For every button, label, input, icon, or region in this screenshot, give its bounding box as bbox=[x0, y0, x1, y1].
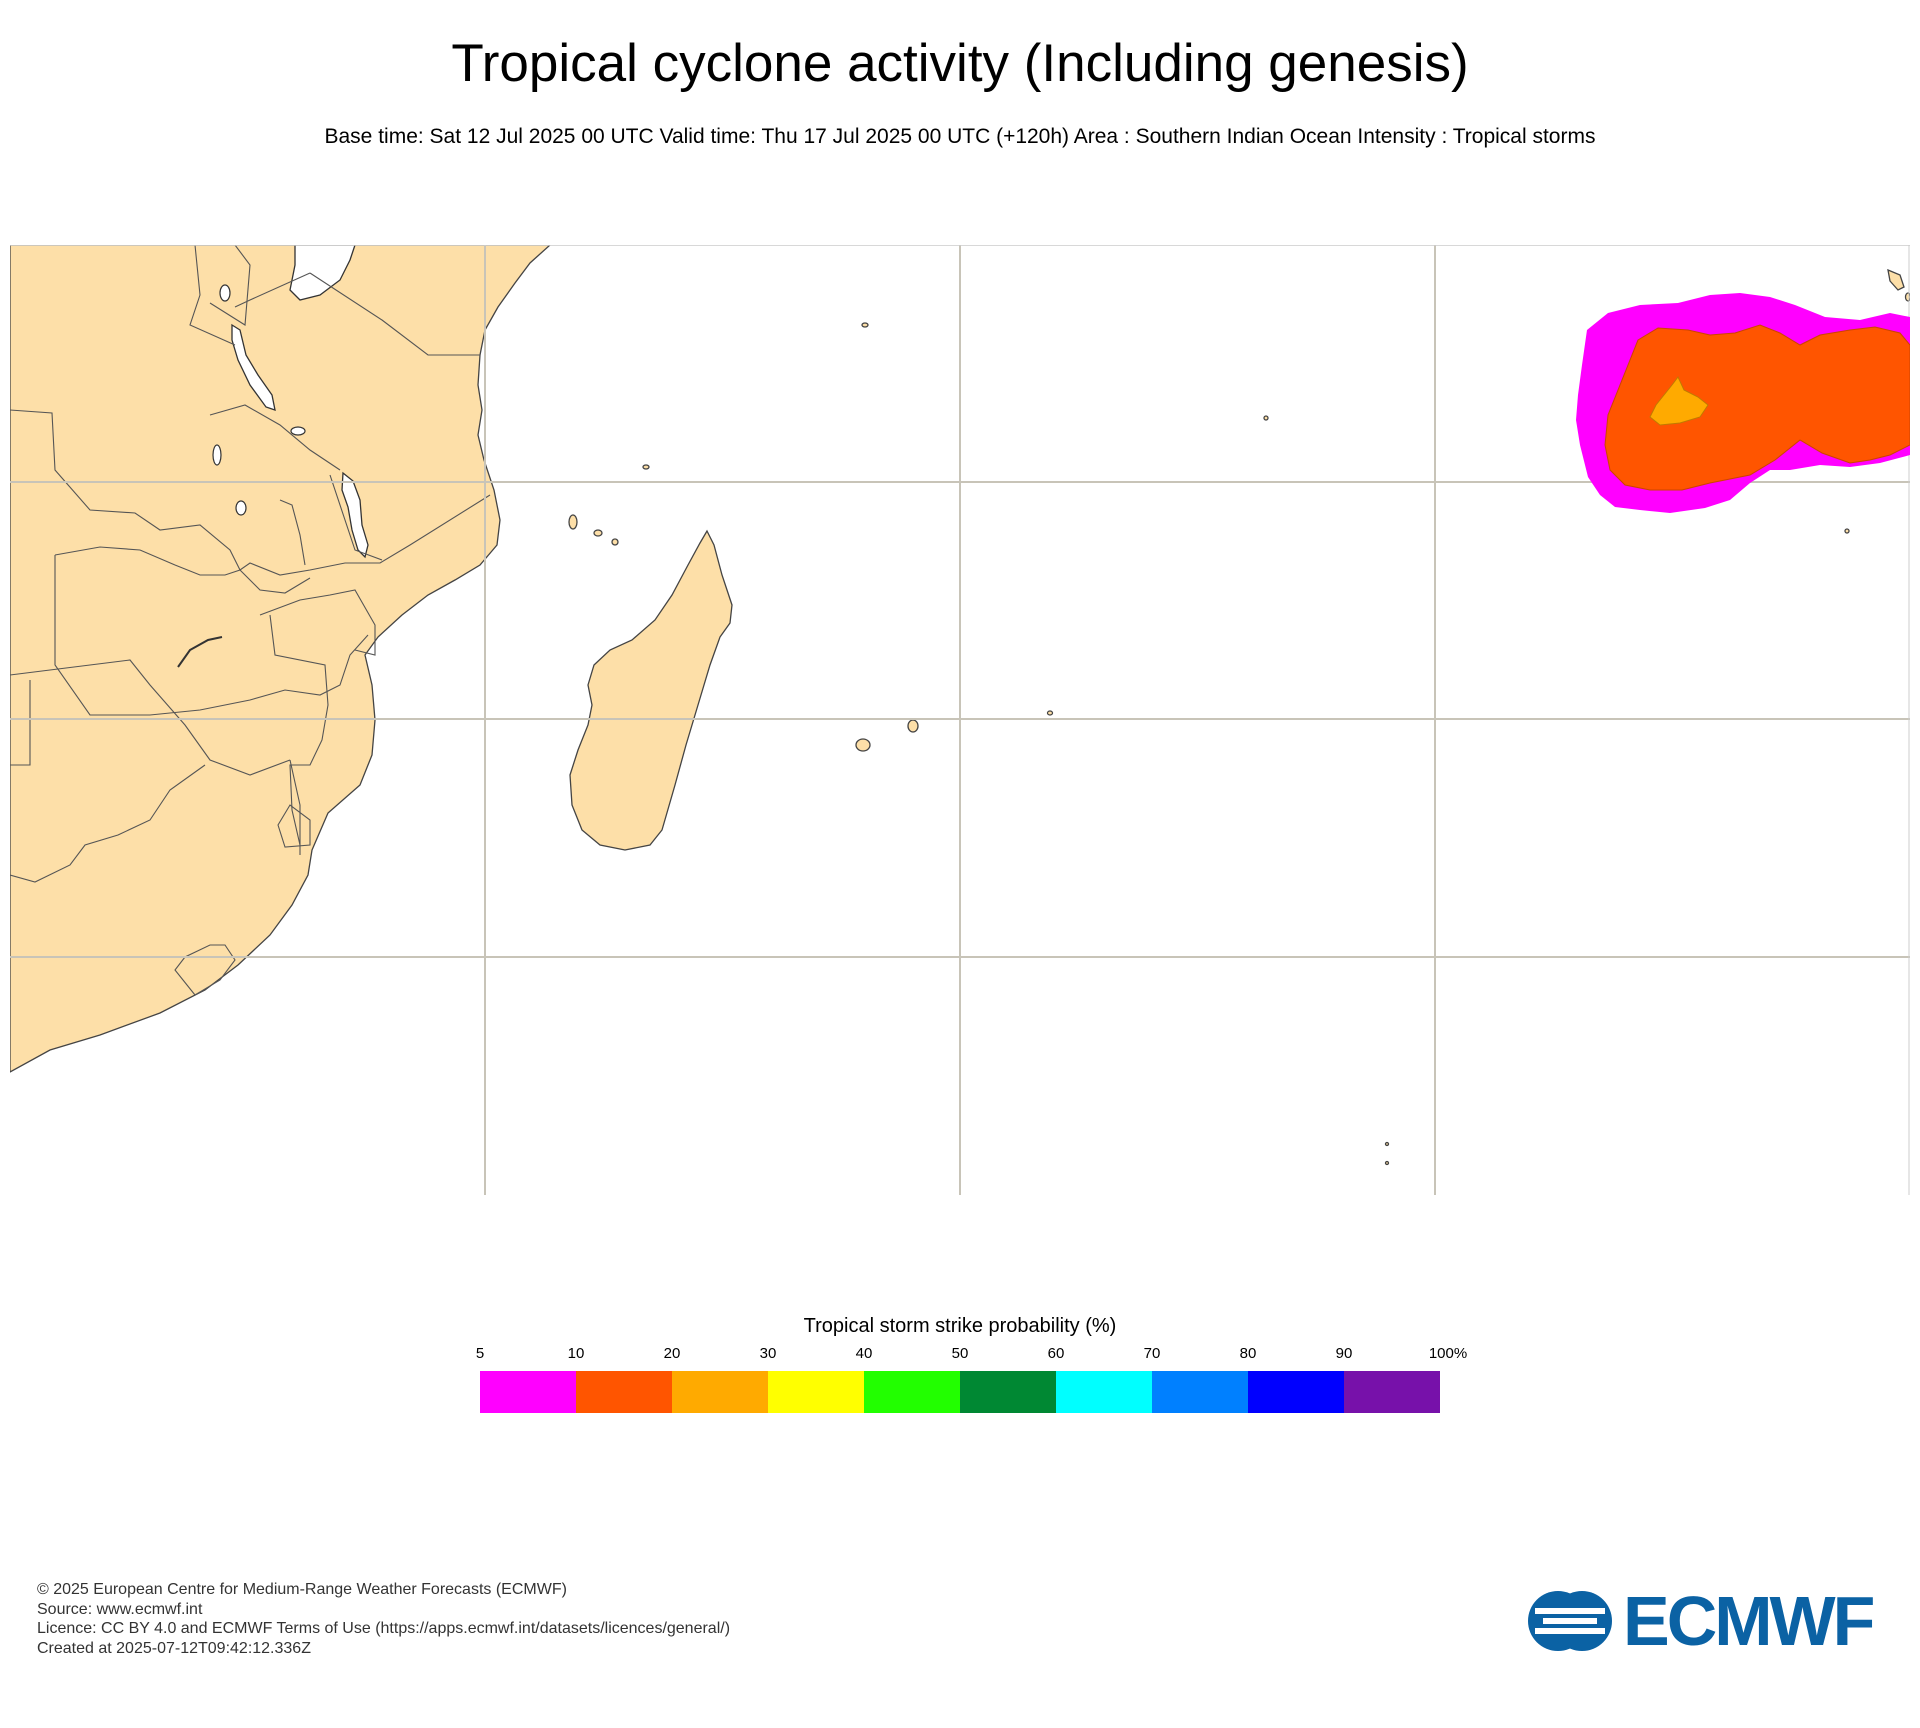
legend-tick-label: 90 bbox=[1335, 1345, 1353, 1362]
lake bbox=[212, 444, 222, 466]
licence-text: Licence: CC BY 4.0 and ECMWF Terms of Us… bbox=[37, 1620, 731, 1637]
islet bbox=[1263, 415, 1269, 421]
islet bbox=[1844, 528, 1850, 534]
legend-tick-label: 5 bbox=[475, 1345, 485, 1362]
legend-title: Tropical storm strike probability (%) bbox=[803, 1315, 1117, 1337]
lake bbox=[235, 500, 247, 516]
legend-tick-label: 80 bbox=[1239, 1345, 1257, 1362]
lake-victoria bbox=[289, 245, 356, 301]
reunion-island bbox=[855, 738, 871, 752]
comoros-island bbox=[611, 538, 619, 546]
legend-tick-label: 40 bbox=[855, 1345, 873, 1362]
copyright-text: © 2025 European Centre for Medium-Range … bbox=[37, 1581, 567, 1598]
legend-tick-label: 60 bbox=[1047, 1345, 1065, 1362]
legend-swatch bbox=[480, 1371, 576, 1413]
comoros-island bbox=[568, 514, 578, 530]
legend-tick-label: 70 bbox=[1143, 1345, 1161, 1362]
lake bbox=[290, 426, 306, 436]
legend-swatch bbox=[1344, 1371, 1440, 1413]
lake-malawi bbox=[341, 471, 369, 559]
legend-swatch bbox=[1248, 1371, 1344, 1413]
lake-tanganyika bbox=[231, 323, 276, 411]
legend-tick-label: 30 bbox=[759, 1345, 777, 1362]
lake-kariba bbox=[177, 636, 223, 668]
map-panel: .land { fill: #fddfa8; stroke: #444; str… bbox=[10, 245, 1910, 1195]
source-text: Source: www.ecmwf.int bbox=[37, 1600, 203, 1618]
islet bbox=[861, 322, 869, 328]
chart-title: Tropical cyclone activity (Including gen… bbox=[451, 34, 1469, 93]
legend-swatch bbox=[768, 1371, 864, 1413]
legend-swatch bbox=[1056, 1371, 1152, 1413]
islet bbox=[1384, 1141, 1390, 1147]
comoros-island bbox=[593, 529, 603, 537]
country-borders bbox=[10, 245, 491, 996]
legend-tick-label: 50 bbox=[951, 1345, 969, 1362]
footer-credits: © 2025 European Centre for Medium-Range … bbox=[37, 1580, 730, 1658]
mauritius-island bbox=[907, 719, 919, 733]
rodrigues-island bbox=[1046, 710, 1054, 716]
legend-swatch bbox=[672, 1371, 768, 1413]
islet bbox=[642, 464, 650, 470]
madagascar-landmass bbox=[569, 529, 733, 851]
lake bbox=[219, 284, 231, 302]
legend-color-bar bbox=[480, 1371, 1440, 1413]
legend-tick-label: 100% bbox=[1428, 1345, 1468, 1362]
legend-ticks: 5 10 20 30 40 50 60 70 80 90 100% bbox=[0, 1345, 1920, 1365]
legend-swatch bbox=[576, 1371, 672, 1413]
strike-probability-10-20 bbox=[1604, 324, 1910, 491]
africa-landmass bbox=[10, 245, 551, 1073]
legend-swatch bbox=[960, 1371, 1056, 1413]
maldives-islands bbox=[1887, 268, 1905, 291]
legend-tick-label: 10 bbox=[567, 1345, 585, 1362]
chart-subtitle: Base time: Sat 12 Jul 2025 00 UTC Valid … bbox=[324, 125, 1596, 148]
legend-swatch bbox=[864, 1371, 960, 1413]
ecmwf-logo-mark-icon bbox=[1528, 1591, 1612, 1651]
ecmwf-logo: ECMWF bbox=[1525, 1584, 1885, 1658]
strike-probability-20-30 bbox=[1649, 376, 1709, 426]
ecmwf-logo-text: ECMWF bbox=[1623, 1582, 1875, 1660]
islet bbox=[1384, 1160, 1390, 1166]
created-text: Created at 2025-07-12T09:42:12.336Z bbox=[37, 1639, 311, 1657]
legend-swatch bbox=[1152, 1371, 1248, 1413]
legend-tick-label: 20 bbox=[663, 1345, 681, 1362]
